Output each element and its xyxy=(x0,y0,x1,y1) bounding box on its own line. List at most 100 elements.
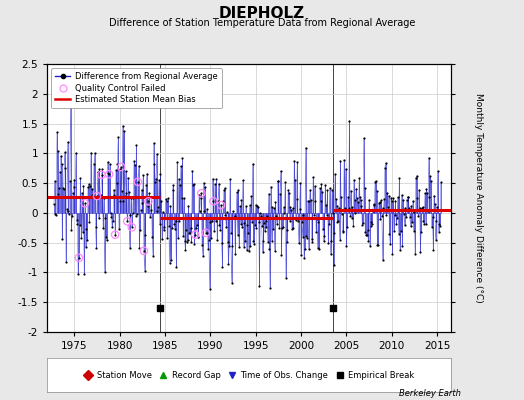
Point xyxy=(243,221,252,228)
Point xyxy=(272,213,280,219)
Point xyxy=(317,181,325,187)
Point xyxy=(92,244,101,251)
Point xyxy=(366,223,375,230)
Point xyxy=(381,160,390,166)
Point xyxy=(330,230,339,236)
Point xyxy=(187,239,195,246)
Point xyxy=(110,186,118,193)
Point xyxy=(142,182,150,188)
Point xyxy=(229,208,237,214)
Point xyxy=(323,187,332,194)
Point xyxy=(65,211,73,218)
Point xyxy=(86,183,94,189)
Point xyxy=(294,218,302,224)
Point xyxy=(303,234,311,241)
Point xyxy=(194,234,202,240)
Point xyxy=(303,198,312,204)
Point xyxy=(313,216,321,222)
Point xyxy=(333,219,342,225)
Point xyxy=(304,246,313,252)
Point xyxy=(249,238,258,245)
Point xyxy=(146,214,154,220)
Point xyxy=(281,179,289,185)
Point xyxy=(268,204,277,210)
Point xyxy=(353,195,361,201)
Point xyxy=(212,218,220,224)
Point xyxy=(237,197,246,204)
Point xyxy=(255,218,263,225)
Point xyxy=(59,185,67,191)
Point xyxy=(384,204,392,210)
Point xyxy=(95,165,103,172)
Point xyxy=(323,211,331,218)
Point xyxy=(325,185,334,191)
Point xyxy=(286,204,294,210)
Point xyxy=(161,215,169,221)
Point xyxy=(141,232,149,238)
Point xyxy=(376,216,385,222)
Point xyxy=(344,194,352,200)
Point xyxy=(110,192,118,198)
Point xyxy=(79,183,88,189)
Point xyxy=(359,220,367,226)
Point xyxy=(202,230,210,236)
Point xyxy=(301,246,309,252)
Point xyxy=(329,210,337,217)
Point xyxy=(209,198,217,204)
Point xyxy=(231,251,239,258)
Point xyxy=(217,240,226,247)
Point xyxy=(88,191,96,198)
Point xyxy=(112,167,120,173)
Point xyxy=(395,175,403,182)
Point xyxy=(189,182,197,188)
Point xyxy=(171,218,180,224)
Point xyxy=(93,193,101,199)
Point xyxy=(368,208,377,214)
Point xyxy=(132,213,140,219)
Point xyxy=(407,203,416,209)
Point xyxy=(132,142,140,148)
Point xyxy=(223,209,231,215)
Point xyxy=(291,177,299,183)
Point xyxy=(388,251,397,257)
Point xyxy=(258,249,267,256)
Point xyxy=(138,200,147,206)
Point xyxy=(214,180,223,187)
Point xyxy=(367,218,376,225)
Point xyxy=(181,247,190,253)
Point xyxy=(371,179,379,185)
Point xyxy=(326,251,335,257)
Point xyxy=(306,187,314,194)
Point xyxy=(427,178,435,184)
Point xyxy=(375,200,383,206)
Point xyxy=(403,194,412,200)
Point xyxy=(314,219,323,226)
Point xyxy=(172,264,181,270)
Point xyxy=(286,218,294,224)
Point xyxy=(332,196,340,202)
Point xyxy=(154,204,162,210)
Point xyxy=(260,228,269,234)
Legend: Station Move, Record Gap, Time of Obs. Change, Empirical Break: Station Move, Record Gap, Time of Obs. C… xyxy=(81,368,417,382)
Point xyxy=(130,158,138,164)
Point xyxy=(402,214,410,220)
Point xyxy=(54,190,63,197)
Point xyxy=(342,242,351,249)
Point xyxy=(254,204,262,210)
Point xyxy=(125,189,133,195)
Point xyxy=(147,194,156,200)
Point xyxy=(56,168,64,175)
Point xyxy=(320,233,329,240)
Point xyxy=(246,243,255,250)
Point xyxy=(117,164,125,170)
Point xyxy=(66,178,74,184)
Point xyxy=(404,194,412,200)
Point xyxy=(357,202,366,209)
Point xyxy=(310,183,319,189)
Point xyxy=(419,204,427,210)
Point xyxy=(210,228,219,234)
Point xyxy=(134,163,143,170)
Point xyxy=(344,204,353,211)
Point xyxy=(379,205,388,212)
Point xyxy=(186,230,194,236)
